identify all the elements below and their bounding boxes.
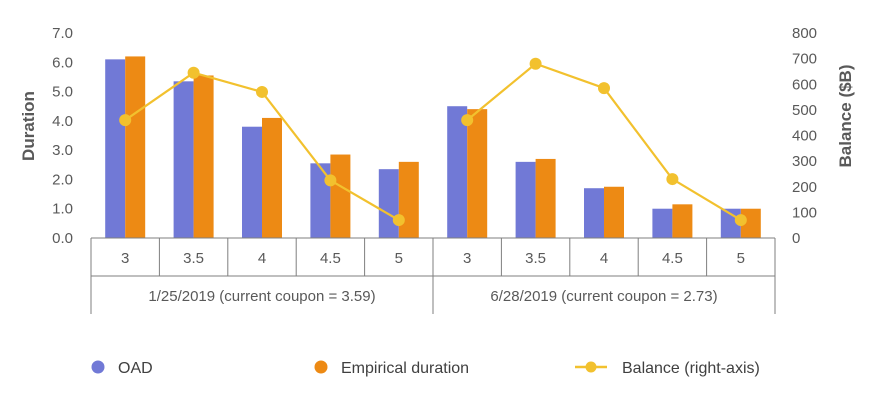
oad-bar — [242, 126, 262, 238]
balance-point — [598, 82, 610, 95]
x-group-label: 1/25/2019 (current coupon = 3.59) — [148, 288, 375, 305]
x-tick-label: 3 — [121, 250, 129, 267]
legend-balance-marker — [585, 361, 597, 373]
x-tick-label: 4.5 — [662, 250, 683, 267]
x-tick-label: 4 — [600, 250, 608, 267]
y-right-tick-label: 800 — [792, 25, 817, 42]
balance-point — [256, 85, 268, 98]
empirical-duration-bar — [125, 56, 146, 238]
oad-bar — [652, 208, 673, 238]
y-right-tick-label: 700 — [792, 51, 817, 68]
legend-oad-marker — [91, 360, 105, 374]
balance-point — [529, 57, 542, 70]
y-left-tick-label: 4.0 — [52, 113, 73, 130]
legend-oad-label: OAD — [118, 360, 153, 377]
x-tick-label: 5 — [395, 250, 403, 267]
empirical-duration-bar — [535, 158, 556, 238]
x-tick-label: 3 — [463, 250, 471, 267]
oad-bar — [378, 169, 399, 238]
balance-point — [324, 174, 337, 187]
x-tick-label: 4 — [258, 250, 266, 267]
bar-series — [105, 56, 761, 239]
empirical-duration-bar — [193, 75, 214, 238]
oad-bar — [515, 161, 536, 238]
x-tick-label: 5 — [737, 250, 745, 267]
empirical-duration-bar — [740, 208, 761, 238]
balance-point — [734, 214, 747, 227]
x-tick-label: 3.5 — [525, 250, 546, 267]
y-left-tick-label: 2.0 — [52, 171, 73, 188]
y-axis-right-title: Balance ($B) — [836, 65, 855, 168]
empirical-duration-bar — [330, 154, 351, 238]
y-left-tick-label: 5.0 — [52, 84, 73, 101]
y-left-tick-label: 0.0 — [52, 230, 73, 247]
y-right-tick-label: 200 — [792, 179, 817, 196]
y-right-tick-label: 100 — [792, 204, 817, 221]
y-right-tick-label: 300 — [792, 153, 817, 170]
empirical-duration-bar — [604, 186, 624, 238]
balance-point — [461, 114, 474, 127]
balance-point — [119, 114, 132, 127]
y-axis-left-ticks: 0.0 1.0 2.0 3.0 4.0 5.0 6.0 7.0 — [52, 25, 73, 247]
x-tick-label: 3.5 — [183, 250, 204, 267]
y-right-tick-label: 0 — [792, 230, 800, 247]
legend-empirical-marker — [314, 360, 328, 374]
empirical-duration-bar — [467, 109, 488, 239]
y-axis-left-title: Duration — [19, 91, 38, 161]
oad-bar — [105, 59, 126, 238]
x-group-label: 6/28/2019 (current coupon = 2.73) — [490, 288, 717, 305]
y-left-tick-label: 3.0 — [52, 142, 73, 159]
empirical-duration-bar — [262, 117, 282, 238]
x-axis: 3 3.5 4 4.5 5 1/25/2019 (current coupon = 3.5… — [90, 237, 776, 314]
legend-empirical-label: Empirical duration — [341, 360, 469, 377]
balance-point — [392, 214, 405, 227]
oad-bar — [310, 163, 331, 238]
legend-balance-label: Balance (right-axis) — [622, 360, 760, 377]
balance-point — [666, 173, 679, 186]
legend: OAD Empirical duration Balance (right-ax… — [91, 360, 760, 377]
y-left-tick-label: 7.0 — [52, 25, 73, 42]
balance-line-series — [119, 57, 747, 227]
y-left-tick-label: 6.0 — [52, 54, 73, 71]
y-right-tick-label: 400 — [792, 128, 817, 145]
oad-bar — [173, 81, 194, 238]
y-axis-right-ticks: 0 100 200 300 400 500 600 700 800 — [792, 25, 817, 247]
y-left-tick-label: 1.0 — [52, 201, 73, 218]
empirical-duration-bar — [398, 161, 419, 238]
oad-bar — [447, 106, 468, 238]
empirical-duration-bar — [672, 204, 693, 238]
oad-bar — [584, 188, 604, 238]
y-right-tick-label: 600 — [792, 76, 817, 93]
balance-point — [187, 66, 200, 79]
x-tick-label: 4.5 — [320, 250, 341, 267]
y-right-tick-label: 500 — [792, 102, 817, 119]
